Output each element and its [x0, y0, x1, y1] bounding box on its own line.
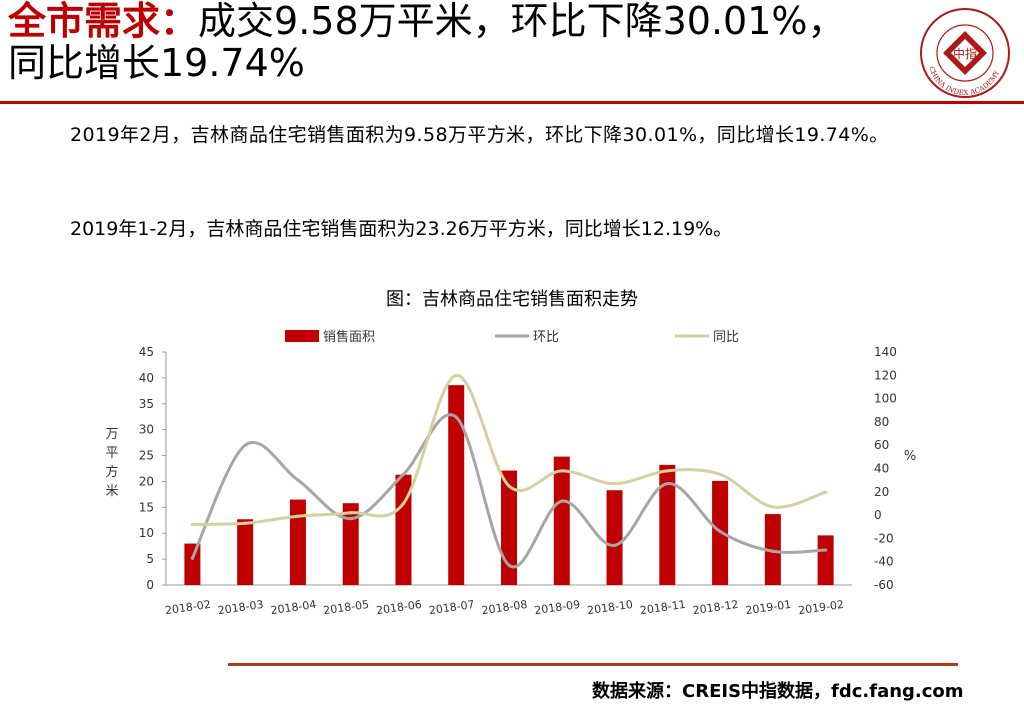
x-tick-label: 2018-03: [217, 598, 264, 617]
line-point-mom: [824, 548, 828, 552]
summary-paragraph-1: 2019年2月，吉林商品住宅销售面积为9.58万平方米，环比下降30.01%，同…: [70, 124, 889, 146]
y2-tick-label: -40: [874, 555, 894, 569]
page-title-main: 成交9.58万平米，环比下降30.01%，: [198, 0, 846, 43]
bar-2018-04: [289, 499, 306, 585]
y2-tick-label: -60: [874, 578, 894, 592]
page-title-line2: 同比增长19.74%: [8, 41, 305, 85]
line-point-yoy: [349, 511, 353, 515]
bar-2018-03: [237, 519, 254, 585]
line-point-yoy: [507, 484, 511, 488]
bar-2018-10: [606, 490, 623, 585]
line-point-mom: [665, 482, 669, 486]
y-tick-label: 5: [146, 552, 154, 566]
line-point-mom: [190, 556, 194, 560]
bar-2018-06: [395, 474, 412, 585]
x-tick-label: 2019-01: [745, 598, 792, 617]
line-point-yoy: [454, 373, 458, 377]
bar-2018-11: [659, 464, 676, 585]
x-tick-label: 2018-12: [692, 598, 739, 617]
line-point-mom: [349, 516, 353, 521]
line-point-yoy: [718, 472, 722, 476]
summary-paragraph-2: 2019年1-2月，吉林商品住宅销售面积为23.26万平方米，同比增长12.19…: [70, 218, 733, 240]
y2-axis-title: %: [904, 449, 916, 464]
line-point-mom: [401, 472, 406, 476]
chart-title: 图：吉林商品住宅销售面积走势: [386, 289, 638, 310]
y-tick-label: 35: [139, 397, 154, 411]
legend-label: 环比: [533, 330, 559, 345]
line-point-yoy: [665, 469, 669, 473]
y-axis-title-char: 万: [105, 427, 118, 442]
y-tick-label: 40: [139, 371, 154, 385]
x-tick-label: 2018-06: [375, 598, 422, 617]
line-point-yoy: [824, 490, 828, 494]
y-tick-label: 10: [139, 526, 154, 540]
x-tick-label: 2018-07: [428, 598, 475, 617]
line-point-mom: [243, 443, 247, 447]
y-tick-label: 30: [139, 423, 154, 437]
y2-tick-label: 80: [874, 415, 889, 429]
y-axis-title-char: 平: [105, 446, 118, 461]
china-index-academy-logo: 中指 CHINA INDEX ACADEMY: [920, 8, 1010, 98]
y-tick-label: 25: [139, 449, 154, 463]
line-point-mom: [718, 529, 722, 534]
y2-tick-label: 40: [874, 462, 889, 476]
line-series-mom: [190, 413, 828, 569]
x-tick-label: 2018-09: [534, 598, 581, 617]
bar-2018-07: [448, 385, 465, 585]
line-point-yoy: [243, 521, 247, 525]
title-divider: [0, 101, 1024, 104]
bar-2019-02: [817, 535, 834, 585]
y-axis-title-char: 米: [105, 484, 118, 499]
x-tick-label: 2018-02: [164, 598, 211, 617]
y-axis-title-char: 方: [105, 464, 118, 480]
line-point-mom: [507, 563, 511, 567]
page-title-highlight: 全市需求：: [8, 0, 199, 43]
bar-2018-02: [184, 543, 201, 585]
x-tick-label: 2019-02: [797, 598, 844, 617]
y2-tick-label: 120: [874, 368, 897, 382]
x-tick-label: 2018-10: [586, 598, 633, 617]
footer-divider: [228, 663, 958, 666]
line-point-mom: [296, 478, 300, 482]
legend-label: 销售面积: [323, 329, 375, 345]
bar-2019-01: [764, 514, 781, 585]
x-tick-label: 2018-04: [270, 598, 317, 617]
line-point-yoy: [560, 469, 564, 473]
line-point-yoy: [612, 482, 617, 486]
bar-2018-09: [553, 456, 570, 585]
logo-center-text: 中指: [953, 46, 977, 61]
y2-tick-label: 20: [874, 485, 889, 499]
y2-tick-label: -20: [874, 531, 894, 545]
line-point-mom: [771, 549, 775, 553]
bar-2018-05: [342, 503, 359, 585]
legend-label: 同比: [713, 330, 739, 345]
y-tick-label: 45: [139, 345, 154, 359]
x-tick-label: 2018-08: [481, 598, 528, 617]
y-tick-label: 15: [139, 500, 154, 514]
data-source: 数据来源：CREIS中指数据，fdc.fang.com: [592, 681, 964, 702]
line-point-mom: [560, 499, 564, 503]
line-point-mom: [612, 543, 617, 547]
legend-swatch-sales: [285, 330, 319, 342]
line-point-mom: [454, 415, 458, 419]
bar-2018-08: [501, 470, 517, 585]
y2-tick-label: 60: [874, 438, 889, 452]
x-tick-label: 2018-11: [639, 598, 686, 617]
line-point-yoy: [401, 501, 406, 506]
line-point-yoy: [190, 522, 194, 527]
line-point-yoy: [771, 505, 775, 509]
y2-tick-label: 100: [874, 392, 897, 406]
y2-tick-label: 140: [874, 345, 897, 359]
y-tick-label: 20: [139, 474, 154, 488]
y2-tick-label: 0: [874, 508, 882, 522]
line-point-yoy: [296, 514, 300, 518]
page-title: 全市需求：成交9.58万平米，环比下降30.01%， 同比增长19.74%: [8, 0, 908, 84]
y-tick-label: 0: [146, 578, 154, 592]
x-tick-label: 2018-05: [323, 598, 370, 617]
